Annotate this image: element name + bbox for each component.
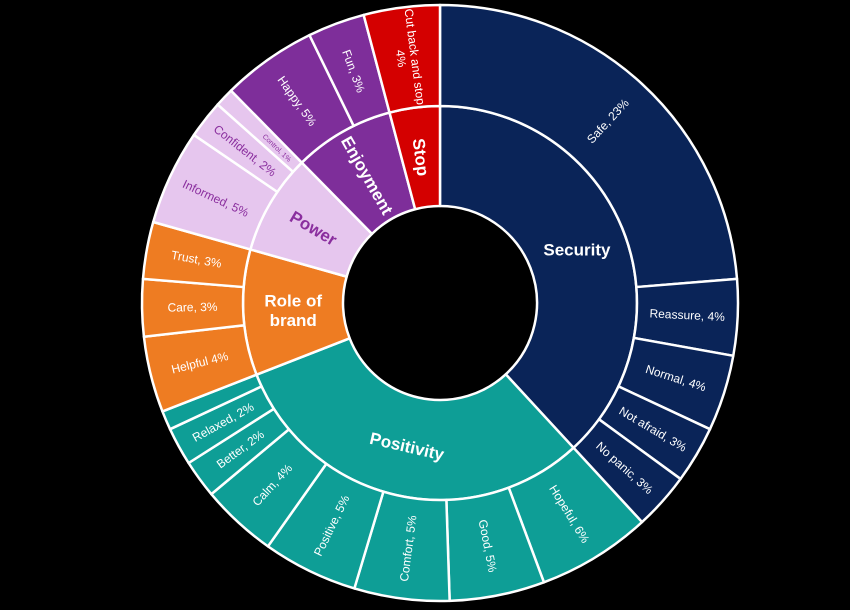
subcategory-segment-stop-1 — [362, 3, 442, 114]
subcategory-ring — [140, 3, 740, 603]
subcategory-segment-role-of-brand-2 — [140, 277, 246, 338]
category-ring — [241, 104, 639, 502]
subcategory-segment-security-1 — [438, 3, 739, 289]
